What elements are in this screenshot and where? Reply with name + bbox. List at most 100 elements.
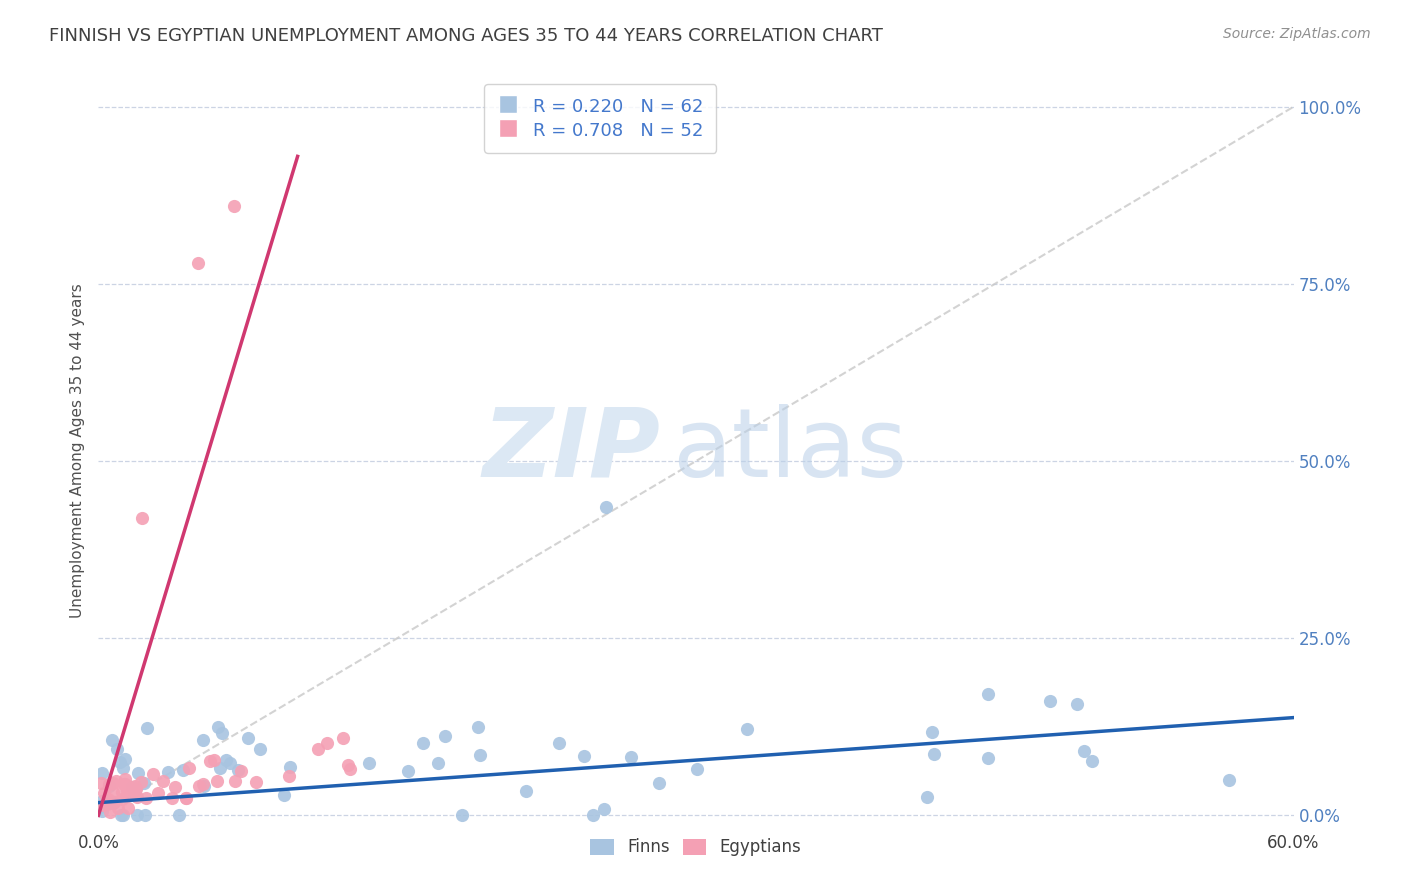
Point (114, 777, 136, 791)
Point (132, 776, 155, 790)
Point (1080, 754, 1102, 768)
Point (1218, 773, 1240, 788)
Point (174, 790, 197, 805)
Point (222, 199, 245, 213)
Point (245, 775, 267, 789)
Point (976, 687, 998, 701)
Point (307, 741, 329, 756)
Point (434, 729, 457, 743)
Point (592, 802, 614, 816)
Point (160, 791, 183, 805)
Point (127, 765, 149, 780)
Point (219, 756, 242, 771)
Point (110, 755, 132, 769)
Point (96, 797, 118, 811)
Point (1066, 698, 1088, 712)
Point (121, 780, 143, 794)
Point (470, 747, 492, 762)
Point (211, 725, 233, 739)
Point (101, 796, 124, 810)
Point (111, 785, 134, 799)
Point (152, 774, 174, 789)
Point (98, 777, 121, 791)
Point (90, 793, 112, 807)
Point (208, 761, 231, 775)
Point (127, 789, 149, 804)
Point (172, 763, 194, 777)
Point (922, 747, 945, 762)
Point (215, 753, 238, 767)
Point (114, 772, 136, 786)
Point (226, 763, 249, 777)
Point (124, 783, 146, 797)
Point (515, 784, 537, 798)
Point (359, 756, 381, 770)
Point (686, 763, 709, 777)
Point (125, 781, 148, 796)
Point (187, 779, 209, 793)
Point (165, 780, 187, 795)
Point (236, 731, 259, 745)
Point (136, 721, 159, 735)
Point (1039, 694, 1062, 708)
Point (101, 776, 124, 790)
Point (339, 762, 361, 776)
Point (111, 792, 134, 806)
Point (737, 723, 759, 737)
Point (572, 748, 595, 763)
Point (977, 750, 1000, 764)
Point (207, 720, 229, 734)
Point (174, 791, 197, 805)
Point (103, 785, 125, 799)
Point (124, 786, 146, 800)
Point (93, 786, 115, 800)
Point (101, 733, 124, 747)
Point (157, 764, 180, 779)
Point (124, 779, 146, 793)
Point (278, 760, 301, 774)
Point (98, 805, 121, 819)
Point (595, 500, 617, 515)
Text: ZIP: ZIP (482, 404, 661, 497)
Point (120, 780, 142, 795)
Point (917, 789, 939, 804)
Point (105, 742, 128, 756)
Point (112, 808, 135, 822)
Point (91, 804, 114, 818)
Point (112, 760, 135, 774)
Point (548, 735, 571, 749)
Point (114, 752, 136, 766)
Point (142, 767, 165, 781)
Point (131, 774, 153, 789)
Point (127, 807, 149, 822)
Point (177, 761, 200, 775)
Point (451, 808, 474, 822)
Point (202, 753, 225, 767)
Point (91, 798, 114, 813)
Point (224, 773, 246, 788)
Text: Source: ZipAtlas.com: Source: ZipAtlas.com (1223, 27, 1371, 41)
Point (582, 808, 605, 822)
Legend: Finns, Egyptians: Finns, Egyptians (583, 831, 808, 863)
Text: FINNISH VS EGYPTIAN UNEMPLOYMENT AMONG AGES 35 TO 44 YEARS CORRELATION CHART: FINNISH VS EGYPTIAN UNEMPLOYMENT AMONG A… (49, 27, 883, 45)
Point (135, 791, 157, 805)
Point (647, 775, 669, 789)
Point (620, 750, 643, 764)
Point (191, 733, 214, 747)
Point (97, 792, 120, 806)
Point (117, 801, 139, 815)
Point (134, 808, 156, 822)
Point (89, 800, 111, 814)
Point (167, 808, 190, 822)
Point (131, 510, 153, 524)
Point (205, 774, 228, 789)
Point (467, 720, 489, 734)
Y-axis label: Unemployment Among Ages 35 to 44 years: Unemployment Among Ages 35 to 44 years (69, 283, 84, 618)
Point (90, 776, 112, 790)
Point (921, 724, 943, 739)
Point (193, 780, 215, 794)
Point (112, 777, 135, 791)
Point (1073, 744, 1095, 758)
Point (98, 779, 121, 793)
Point (187, 255, 209, 269)
